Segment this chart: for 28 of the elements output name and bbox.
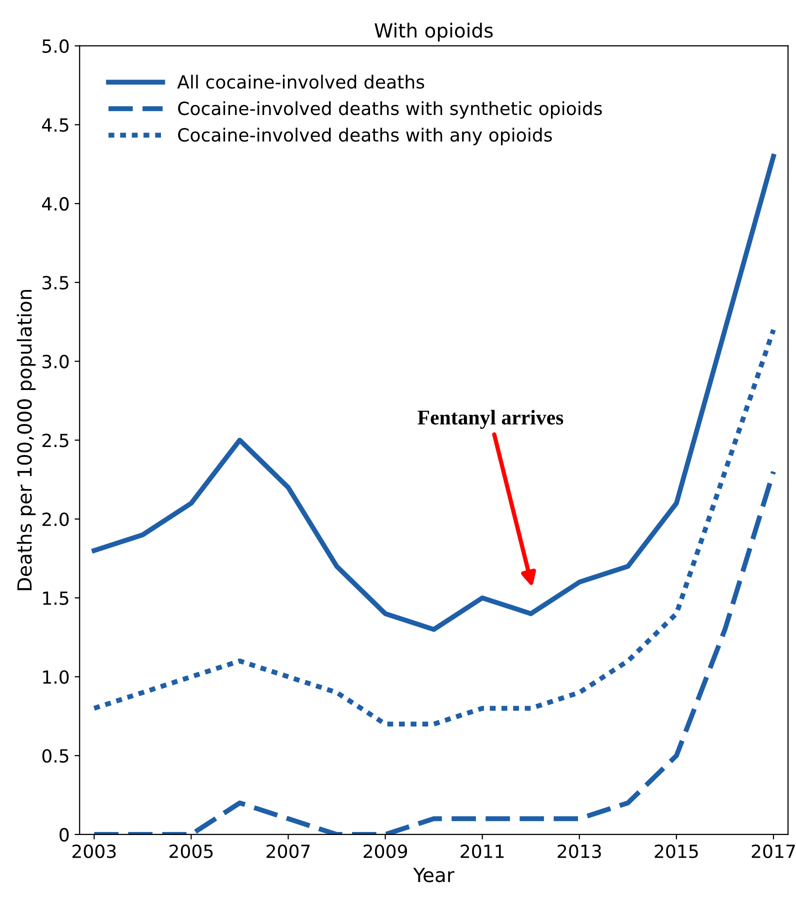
x-axis-title: Year <box>413 868 454 882</box>
y-tick-label: 1.5 <box>43 592 68 605</box>
x-tick-label: 2017 <box>752 844 795 858</box>
x-tick-label: 2005 <box>170 844 213 858</box>
x-tick-label: 2011 <box>460 844 504 858</box>
y-tick-label: 0 <box>60 828 69 842</box>
y-tick-label: 4.5 <box>42 118 68 132</box>
x-tick-label: 2009 <box>364 844 407 858</box>
legend-label: Cocaine-involved deaths with synthetic opioids <box>178 101 602 119</box>
chart-title: With opioids <box>374 22 493 42</box>
x-tick-label: 2013 <box>558 844 601 858</box>
x-tick-label: 2007 <box>266 844 310 858</box>
legend-label: Cocaine-involved deaths with any opioids <box>178 128 552 146</box>
y-axis-title: Deaths per 100,000 population <box>16 290 36 590</box>
x-tick-label: 2015 <box>654 844 698 858</box>
line-series <box>92 327 776 726</box>
y-tick-label: 3.5 <box>42 276 68 290</box>
y-tick-label: 5.0 <box>42 39 69 53</box>
y-tick-label: 0.5 <box>42 749 68 763</box>
y-tick-label: 1.0 <box>43 670 69 684</box>
y-tick-label: 3.0 <box>42 354 69 368</box>
annotation: Fentanyl arrives <box>418 410 564 429</box>
legend-label: All cocaine-involved deaths <box>177 74 424 89</box>
y-tick-label: 2.5 <box>42 434 68 448</box>
x-tick-label: 2003 <box>72 844 116 858</box>
y-tick-label: 4.0 <box>42 197 69 211</box>
y-tick-label: 2.0 <box>42 512 69 526</box>
line-series <box>92 154 776 632</box>
